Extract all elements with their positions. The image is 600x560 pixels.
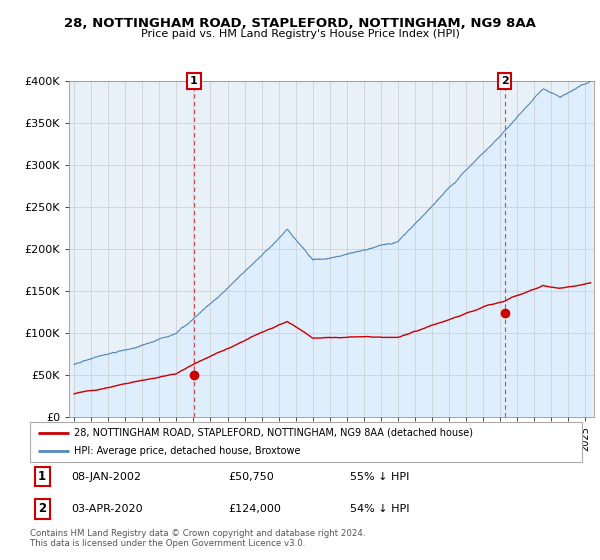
Text: 54% ↓ HPI: 54% ↓ HPI [350,504,410,514]
Text: 28, NOTTINGHAM ROAD, STAPLEFORD, NOTTINGHAM, NG9 8AA: 28, NOTTINGHAM ROAD, STAPLEFORD, NOTTING… [64,17,536,30]
Text: 08-JAN-2002: 08-JAN-2002 [71,472,142,482]
Text: 03-APR-2020: 03-APR-2020 [71,504,143,514]
Text: 28, NOTTINGHAM ROAD, STAPLEFORD, NOTTINGHAM, NG9 8AA (detached house): 28, NOTTINGHAM ROAD, STAPLEFORD, NOTTING… [74,428,473,437]
Text: HPI: Average price, detached house, Broxtowe: HPI: Average price, detached house, Brox… [74,446,301,456]
Text: Price paid vs. HM Land Registry's House Price Index (HPI): Price paid vs. HM Land Registry's House … [140,29,460,39]
Text: 2: 2 [38,502,46,515]
Text: £124,000: £124,000 [229,504,281,514]
Text: 1: 1 [38,470,46,483]
Text: 1: 1 [190,76,198,86]
Text: Contains HM Land Registry data © Crown copyright and database right 2024.: Contains HM Land Registry data © Crown c… [30,529,365,538]
FancyBboxPatch shape [30,422,582,462]
Text: £50,750: £50,750 [229,472,274,482]
Text: This data is licensed under the Open Government Licence v3.0.: This data is licensed under the Open Gov… [30,539,305,548]
Text: 2: 2 [500,76,508,86]
Text: 55% ↓ HPI: 55% ↓ HPI [350,472,410,482]
